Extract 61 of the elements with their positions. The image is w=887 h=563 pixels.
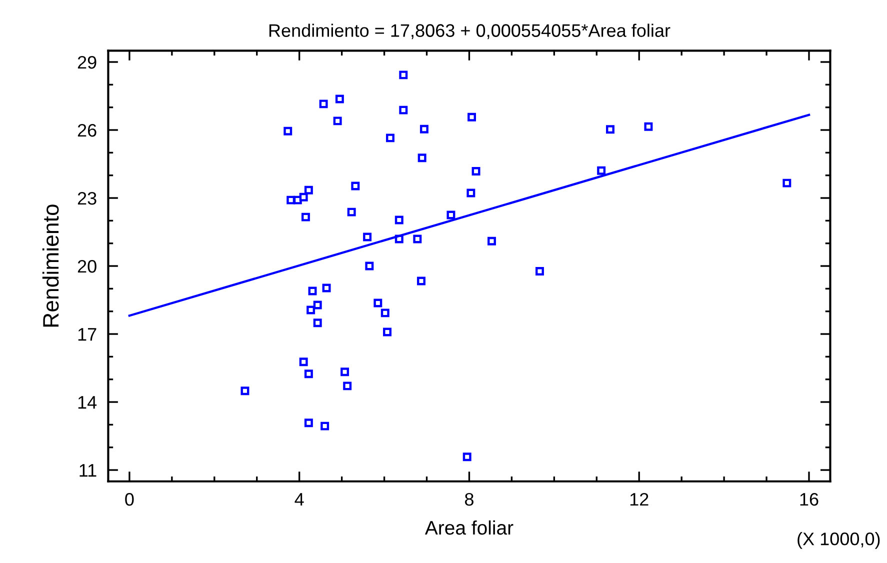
- x-tick-label: 16: [800, 492, 818, 506]
- x-tick-label: 12: [630, 492, 648, 506]
- point: [343, 382, 352, 390]
- point: [284, 126, 292, 136]
- point: [535, 266, 544, 276]
- point: [597, 166, 606, 175]
- point: [365, 262, 374, 270]
- point: [240, 386, 250, 396]
- y-tick-label: 20: [78, 260, 96, 273]
- y-tick-label: 23: [78, 192, 96, 205]
- y-tick-label: 14: [78, 396, 97, 409]
- point: [335, 94, 344, 104]
- point: [446, 210, 456, 220]
- y-axis-title: Rendimiento: [42, 204, 59, 327]
- text: (X 1000,0): [798, 532, 880, 549]
- point: [363, 232, 372, 242]
- x-tick-label: 8: [464, 492, 474, 506]
- point: [420, 124, 428, 134]
- point: [319, 100, 328, 108]
- point: [304, 186, 313, 194]
- point: [416, 276, 426, 286]
- point: [374, 298, 382, 308]
- y-tick-label: 26: [78, 124, 96, 137]
- point: [313, 300, 322, 310]
- point: [383, 328, 392, 336]
- point: [299, 192, 308, 202]
- point: [418, 154, 426, 162]
- point: [386, 134, 394, 142]
- point: [333, 116, 342, 126]
- point: [313, 318, 322, 328]
- point: [304, 370, 313, 378]
- point: [399, 70, 408, 80]
- point: [308, 286, 317, 296]
- y-tick-label: 29: [78, 56, 96, 69]
- point: [466, 188, 476, 198]
- point: [320, 422, 330, 430]
- point: [488, 236, 496, 246]
- point: [340, 368, 350, 376]
- point: [394, 216, 404, 224]
- point: [306, 306, 316, 314]
- point: [299, 358, 308, 366]
- point: [468, 112, 476, 122]
- point: [301, 212, 310, 222]
- point: [413, 234, 422, 244]
- point: [472, 167, 480, 176]
- point: [644, 122, 653, 131]
- point: [322, 284, 331, 292]
- point: [380, 308, 390, 318]
- chart-title: Rendimiento = 17,8063 + 0,000554055*Area foliar: [269, 24, 670, 40]
- x-tick-label: 4: [294, 493, 304, 506]
- point: [304, 418, 313, 428]
- point: [347, 208, 356, 216]
- x-axis-title: Area foliar: [424, 520, 514, 535]
- point: [351, 182, 360, 190]
- point: [462, 452, 472, 462]
- y-tick-label: 17: [78, 328, 96, 341]
- point: [782, 178, 792, 188]
- point: [606, 125, 614, 134]
- x-tick-label: 0: [125, 492, 134, 506]
- point: [399, 106, 408, 114]
- y-tick-label: 11: [80, 464, 96, 477]
